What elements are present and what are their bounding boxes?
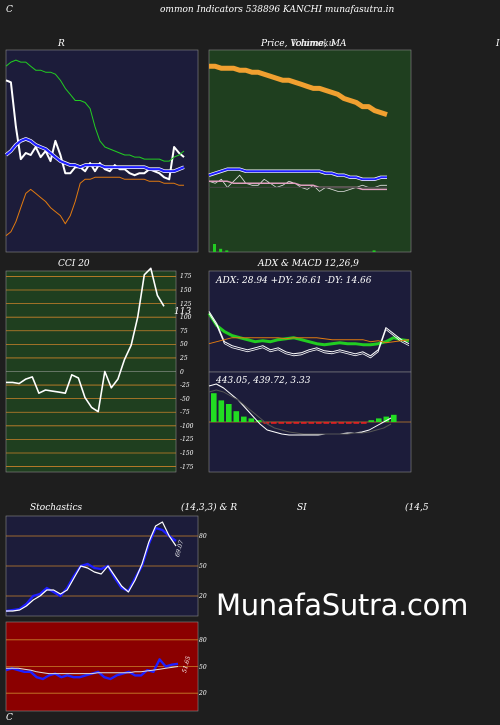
cci-tick--25: -25 (180, 382, 190, 390)
si-params: (14,5 (405, 503, 429, 513)
stochastics-tick-labels: 80 50 20 (197, 516, 217, 616)
macd-histogram-bar (331, 422, 337, 424)
volume-bar (219, 248, 223, 252)
macd-histogram-bar (248, 418, 255, 422)
cci-tick-100: 100 (180, 314, 192, 322)
macd-histogram-bar (278, 422, 285, 424)
macd-readout: 443.05, 439.72, 3.33 (216, 376, 311, 386)
stoch-series-%D-white (6, 521, 177, 612)
price-background (208, 49, 412, 253)
rsi-background (5, 49, 199, 253)
macd-histogram-bar (301, 422, 307, 424)
right-edge-letter: I (496, 39, 500, 49)
cci-tick-150: 150 (180, 287, 192, 294)
rsil-tick-50: 50 (199, 663, 207, 671)
cci-tick--150: -150 (180, 449, 194, 457)
price-series-price-orange (209, 63, 388, 117)
price-series-ma-blue (208, 168, 387, 181)
volume-bar (372, 250, 376, 252)
header-title: ommon Indicators 538896 KANCHI munafasut… (160, 5, 395, 15)
cci-value-label: 113 (174, 307, 192, 317)
cci-tick--125: -125 (180, 436, 194, 444)
stochastics-title: Stochastics (30, 503, 83, 513)
cci-chart (5, 267, 177, 473)
volume-bar (213, 244, 216, 252)
rsil-tick-80: 80 (199, 636, 207, 644)
cci-tick-50: 50 (180, 341, 188, 349)
rsi-chart (4, 49, 199, 253)
price-chart (208, 49, 412, 253)
macd-histogram-bar (346, 422, 352, 424)
macd-histogram-bar (383, 416, 390, 422)
cci-tick-75: 75 (180, 327, 188, 335)
rsil-tick-20: 20 (199, 690, 207, 698)
macd-series-signal-dark (208, 389, 392, 435)
rsi-series-ma-blue (5, 137, 185, 173)
macd-histogram-bar (293, 422, 300, 424)
adx-series-dy-shadow (208, 313, 410, 359)
macd-histogram-bar (241, 416, 247, 422)
adx-series-adx-green (207, 312, 410, 347)
rsi-lower-tick-labels: 80 50 20 (197, 622, 217, 711)
macd-histogram-bar (211, 393, 217, 422)
macd-histogram-bar (323, 422, 330, 424)
adx-background (208, 270, 412, 373)
price-title-part: Price, (261, 39, 291, 49)
macd-histogram-bar (218, 400, 225, 422)
rsi-series-rsi (5, 79, 185, 181)
macd-histogram-bar (338, 422, 345, 424)
rsi-lower-chart (5, 621, 199, 712)
cci-tick-0: 0 (180, 368, 184, 376)
macd-histogram-bar (226, 404, 232, 422)
cci-tick--50: -50 (180, 395, 190, 403)
macd-histogram-bar (233, 411, 240, 422)
cci-series-cci (6, 267, 165, 413)
macd-chart (208, 371, 412, 473)
adx-series--dy-orange (208, 337, 410, 345)
macd-histogram-bar (286, 422, 292, 424)
stoch-tick-20: 20 (199, 593, 207, 600)
adx-series-+dy-white (208, 311, 410, 357)
cci-tick--100: -100 (180, 422, 194, 430)
rsil-series-ma-white (6, 666, 179, 675)
stoch-tick-50: 50 (199, 563, 207, 570)
macd-histogram-bar (368, 420, 375, 422)
cci-panel-title: CCI 20 (58, 259, 90, 269)
cci-tick-labels: 175 150 125 100 75 50 25 0 -25 -50 -75 -100 -125 -150… (178, 271, 208, 472)
cci-tick-125: 125 (180, 300, 192, 308)
stochastics-chart (5, 515, 199, 617)
rsi-panel-title: R (58, 39, 65, 49)
rsi-series-ma-green (5, 59, 185, 162)
macd-histogram-bar (316, 422, 322, 424)
volume-title-part: Volume, (290, 39, 327, 49)
stochastics-params: (14,3,3) & R (181, 503, 238, 513)
adx-macd-panel-title: ADX & MACD 12,26,9 (258, 259, 359, 269)
si-title: SI (297, 503, 307, 513)
macd-histogram-bar (353, 422, 360, 424)
ichimoku-title-overlap: Ichimoku (292, 39, 335, 49)
price-panel-title: Price, Volume, MA (261, 39, 347, 49)
macd-histogram-bar (361, 422, 367, 424)
macd-histogram-bar (391, 414, 397, 422)
adx-chart (207, 270, 412, 373)
cci-tick--175: -175 (180, 463, 194, 471)
macd-histogram-bar (308, 422, 315, 424)
header-left-letter: C (6, 5, 13, 15)
stoch-tick-80: 80 (199, 533, 207, 540)
volume-bar (225, 250, 229, 252)
watermark: MunafaSutra.com (216, 588, 469, 622)
adx-readout: ADX: 28.94 +DY: 26.61 -DY: 14.66 (216, 276, 372, 286)
rsi-series-ma-orange (5, 176, 184, 237)
macd-histogram-bar (271, 422, 277, 424)
cci-tick-25: 25 (180, 354, 188, 362)
macd-histogram-bar (376, 418, 382, 422)
cci-tick-175: 175 (180, 273, 192, 281)
cci-tick--75: -75 (180, 409, 190, 417)
macd-histogram-bar (256, 420, 262, 422)
ma-title-part: MA (330, 39, 347, 49)
bottom-letter: C (6, 713, 13, 723)
